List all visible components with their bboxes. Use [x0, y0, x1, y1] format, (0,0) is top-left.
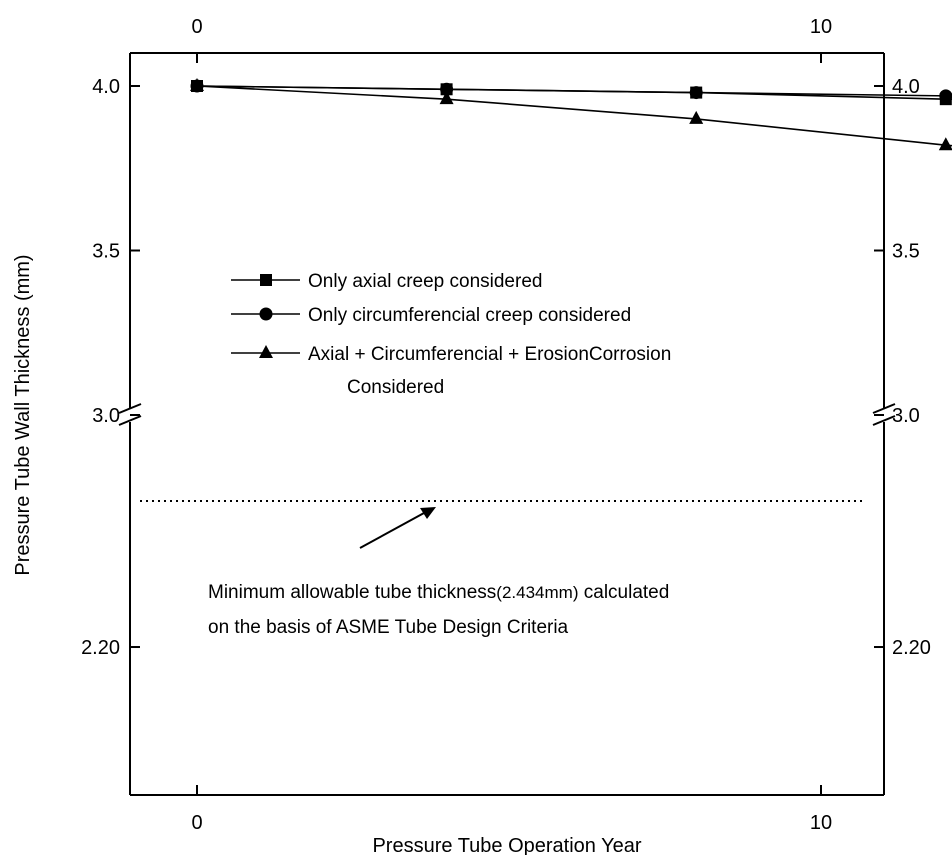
x-axis-ticks: 0010102020303040405050 [191, 16, 832, 834]
annotation-arrow [359, 507, 436, 549]
data-point-circle [689, 86, 703, 100]
series-layer [190, 78, 952, 151]
annotation-line-1: Minimum allowable tube thickness(2.434mm… [208, 582, 669, 603]
axis-break-right-2 [872, 415, 896, 426]
x-axis-title: Pressure Tube Operation Year [372, 835, 641, 855]
x-tick-label-top: 10 [810, 16, 832, 38]
x-tick-label-bottom: 10 [810, 812, 832, 834]
legend-label-circumferencial: Only circumferencial creep considered [308, 305, 631, 326]
data-point-circle [440, 82, 454, 96]
legend-square-marker [260, 274, 272, 286]
annotation-line-2: on the basis of ASME Tube Design Criteri… [208, 617, 569, 638]
y-tick-label-right: 3.0 [892, 405, 920, 427]
legend-item-axial: Only axial creep considered [231, 271, 542, 292]
data-point-triangle [439, 91, 454, 105]
annotation-value: (2.434mm) [496, 583, 578, 602]
legend-circle-marker [259, 307, 273, 321]
y-tick-label-right: 3.5 [892, 241, 920, 263]
y-tick-label-left: 2.20 [81, 637, 120, 659]
data-point-triangle [190, 78, 204, 91]
y-tick-label-left: 3.0 [92, 405, 120, 427]
data-point-triangle [689, 110, 704, 124]
y-tick-label-left: 3.5 [92, 241, 120, 263]
legend-label-axial: Only axial creep considered [308, 271, 542, 292]
y-tick-label-right: 2.20 [892, 637, 931, 659]
legend-triangle-marker [259, 345, 273, 358]
legend-label-combined-line2: Considered [347, 377, 444, 398]
annotation-line-1-tail: calculated [578, 582, 669, 603]
x-tick-label-bottom: 0 [191, 812, 202, 834]
plot-frame [129, 52, 885, 796]
series-line-triangle [196, 85, 952, 147]
y-tick-label-right: 4.0 [892, 76, 920, 98]
axis-break-marks [118, 403, 896, 426]
axis-break-left-2 [118, 415, 142, 426]
y-axis-title: Pressure Tube Wall Thickness (mm) [12, 254, 34, 575]
axis-break-right-1 [872, 403, 896, 414]
series-line-circle [196, 85, 952, 97]
x-tick-label-top: 0 [191, 16, 202, 38]
axis-break-left-1 [118, 403, 142, 414]
legend: Only axial creep considered Only circumf… [231, 271, 671, 398]
legend-item-circumferencial: Only circumferencial creep considered [231, 305, 631, 326]
y-axis-ticks: 3.0 3.0 3.5 3.5 4.0 4.0 2.20 2.20 [81, 76, 931, 659]
legend-item-combined: Axial + Circumferencial + ErosionCorrosi… [231, 344, 671, 398]
y-tick-label-left: 4.0 [92, 76, 120, 98]
data-point-triangle [938, 137, 952, 151]
data-point-circle [939, 89, 952, 103]
annotation-line-1-lead: Minimum allowable tube thickness [208, 582, 496, 603]
legend-label-combined: Axial + Circumferencial + ErosionCorrosi… [308, 344, 671, 365]
